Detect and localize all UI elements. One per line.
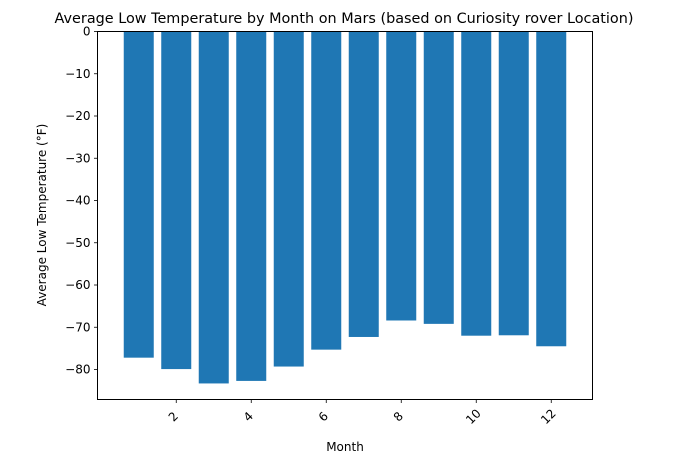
x-axis: 2 4 6 8 10 12 (166, 399, 559, 427)
bar-month-10 (461, 31, 492, 336)
bar-month-9 (423, 31, 454, 324)
y-tick-label: −80 (65, 363, 90, 377)
y-tick-label: −60 (65, 278, 90, 292)
x-tick-label: 10 (463, 406, 484, 427)
x-tick-label: 2 (166, 409, 181, 424)
bar-month-7 (348, 31, 379, 337)
bar-month-8 (386, 31, 417, 321)
chart-title: Average Low Temperature by Month on Mars… (55, 11, 634, 27)
y-tick-label: −70 (65, 320, 90, 334)
y-tick-label: −30 (65, 151, 90, 165)
x-tick-label: 8 (391, 409, 406, 424)
bar-month-12 (536, 31, 567, 347)
x-tick-label: 12 (538, 406, 559, 427)
bar-month-3 (198, 31, 229, 384)
bar-month-5 (273, 31, 304, 367)
bar-month-1 (123, 31, 154, 358)
y-tick-label: 0 (83, 25, 91, 39)
y-tick-label: −20 (65, 109, 90, 123)
bar-month-2 (161, 31, 192, 370)
y-axis-label: Average Low Temperature (°F) (35, 124, 49, 307)
plot-area (123, 31, 567, 384)
y-tick-label: −10 (65, 67, 90, 81)
bar-month-4 (236, 31, 267, 381)
x-axis-label: Month (326, 440, 364, 454)
y-tick-label: −50 (65, 236, 90, 250)
y-tick-label: −40 (65, 194, 90, 208)
bar-month-11 (498, 31, 529, 336)
y-axis: 0 −10 −20 −30 −40 −50 −60 −70 −80 (65, 25, 98, 377)
plot-frame (97, 31, 593, 400)
x-tick-label: 4 (241, 409, 256, 424)
bar-month-6 (311, 31, 342, 350)
x-tick-label: 6 (316, 409, 331, 424)
